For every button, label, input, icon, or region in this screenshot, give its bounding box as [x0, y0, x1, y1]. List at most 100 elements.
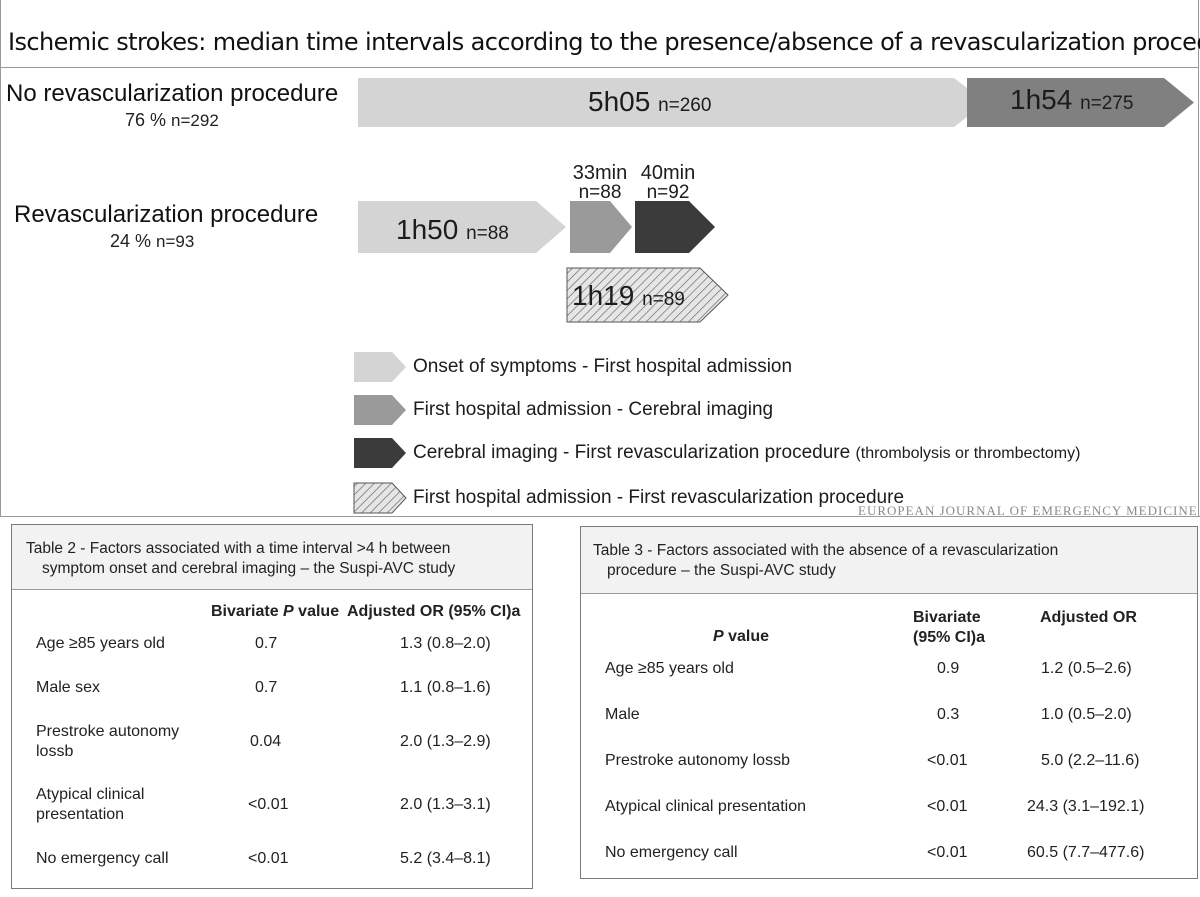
frame-bottom [0, 516, 1200, 517]
table-2-factor: Prestroke autonomy lossb [36, 723, 180, 760]
table-3-p: <0.01 [927, 752, 968, 769]
segment-revasc-combined-label: 1h19 n=89 [572, 280, 685, 312]
segment-revasc-2-n: n=88 [578, 182, 622, 203]
table-3-or: 1.2 (0.5–2.6) [1041, 660, 1132, 677]
legend-label-main: Cerebral imaging - First revascularizati… [413, 442, 851, 463]
table-3: Table 3 - Factors associated with the ab… [580, 526, 1198, 879]
table-2-col-bivariate-prefix: Bivariate [211, 603, 279, 620]
group-no-revasc-n: n=292 [171, 111, 219, 130]
group-no-revasc-percent: 76 % [125, 110, 167, 130]
table-3-p: <0.01 [927, 798, 968, 815]
arrow-revasc-segment-1 [358, 201, 566, 253]
legend-label: First hospital admission - Cerebral imag… [413, 399, 774, 420]
figure-title: Ischemic strokes: median time intervals … [8, 28, 1200, 56]
legend-swatch-4 [353, 482, 407, 514]
table-3-factor: Male [605, 706, 640, 723]
group-no-revasc-label: No revascularization procedure 76 % n=29… [6, 80, 338, 131]
table-2-col-adjusted: Adjusted OR (95% CI)a [347, 603, 521, 620]
frame-right [1198, 68, 1199, 517]
group-revasc-percent: 24 % [110, 231, 152, 251]
segment-revasc-2-value: 33min [572, 162, 628, 184]
table-3-header: Table 3 - Factors associated with the ab… [581, 527, 1197, 594]
legend-label-paren: (thrombolysis or thrombectomy) [855, 445, 1081, 462]
table-2-or: 2.0 (1.3–3.1) [400, 796, 491, 813]
table-2-or: 1.3 (0.8–2.0) [400, 635, 491, 652]
table-2-caption-line2: symptom onset and cerebral imaging – the… [42, 560, 456, 577]
timeline-arrows [353, 78, 1194, 514]
table-2: Table 2 - Factors associated with a time… [11, 524, 533, 889]
legend-label: Cerebral imaging - First revascularizati… [413, 442, 1080, 464]
table-2-p: 0.7 [255, 635, 278, 652]
table-3-col-bivariate-line2: (95% CI)a [913, 629, 986, 646]
group-no-revasc-name: No revascularization procedure [6, 80, 339, 107]
group-no-revasc-stats: 76 % n=292 [125, 110, 338, 131]
table-3-p: <0.01 [927, 844, 968, 861]
table-3-factor: Prestroke autonomy lossb [605, 752, 790, 769]
segment-revasc-3-label: 40min n=92 [636, 163, 700, 203]
table-3-col-bivariate: Bivariate (95% CI)a [913, 608, 985, 648]
table-3-factor: No emergency call [605, 844, 738, 861]
arrow-revasc-combined [566, 267, 729, 323]
legend-label: Onset of symptoms - First hospital admis… [413, 356, 793, 377]
group-revasc-n: n=93 [156, 232, 195, 251]
segment-no-revasc-1-label: 5h05 n=260 [588, 86, 711, 118]
table-2-caption-line1: Table 2 - Factors associated with a time… [26, 540, 451, 557]
table-2-or: 5.2 (3.4–8.1) [400, 850, 491, 867]
table-3-caption-line1: Table 3 - Factors associated with the ab… [593, 542, 1059, 559]
segment-revasc-1-n: n=88 [466, 223, 509, 244]
group-revasc-stats: 24 % n=93 [110, 231, 318, 252]
table-3-p: 0.3 [937, 706, 960, 723]
segment-revasc-combined-n: n=89 [642, 289, 685, 310]
legend-swatch-2 [354, 395, 406, 425]
segment-no-revasc-2-label: 1h54 n=275 [1010, 84, 1133, 116]
table-3-col-p: P value [713, 627, 769, 647]
segment-revasc-2-label: 33min n=88 [568, 163, 632, 203]
table-2-col-bivariate-p: P [283, 603, 294, 620]
table-2-factor: Male sex [36, 679, 101, 696]
table-3-or: 1.0 (0.5–2.0) [1041, 706, 1132, 723]
segment-no-revasc-1-n: n=260 [658, 95, 712, 116]
table-2-col-bivariate: Bivariate P value [211, 602, 339, 622]
segment-revasc-3-n: n=92 [646, 182, 690, 203]
journal-watermark: EUROPEAN JOURNAL OF EMERGENCY MEDICINE [858, 503, 1198, 518]
table-3-col-p-italic: P [713, 628, 724, 645]
table-2-factor: No emergency call [36, 850, 169, 867]
table-2-col-bivariate-suffix: value [298, 603, 340, 620]
table-2-or: 1.1 (0.8–1.6) [400, 679, 491, 696]
table-3-factor: Age ≥85 years old [605, 660, 734, 677]
arrow-revasc-segment-3 [635, 201, 715, 253]
group-revasc-name: Revascularization procedure [14, 201, 319, 228]
table-2-factor: Age ≥85 years old [36, 635, 165, 652]
table-3-p: 0.9 [937, 660, 960, 677]
segment-revasc-1-label: 1h50 n=88 [396, 214, 509, 246]
table-3-or: 60.5 (7.7–477.6) [1027, 844, 1145, 861]
title-bar: Ischemic strokes: median time intervals … [0, 0, 1200, 68]
arrow-no-revasc-segment-2 [967, 78, 1194, 127]
table-3-or: 5.0 (2.2–11.6) [1041, 752, 1140, 769]
table-2-factor: Atypical clinical presentation [36, 786, 145, 823]
segment-no-revasc-2-n: n=275 [1080, 93, 1134, 114]
table-3-caption-line2: procedure – the Suspi-AVC study [607, 562, 836, 579]
segment-revasc-3-value: 40min [640, 162, 696, 184]
table-3-col-adjusted: Adjusted OR [1040, 609, 1137, 626]
table-2-p: 0.7 [255, 679, 278, 696]
table-2-p: <0.01 [248, 796, 289, 813]
segment-revasc-combined-value: 1h19 [572, 280, 635, 311]
legend-label: First hospital admission - First revascu… [413, 487, 905, 508]
frame-left [0, 0, 1, 517]
group-revasc-label: Revascularization procedure 24 % n=93 [14, 201, 318, 252]
table-3-col-bivariate-line1: Bivariate [913, 609, 981, 626]
table-2-caption: Table 2 - Factors associated with a time… [26, 539, 455, 579]
table-3-col-p-suffix: value [728, 628, 770, 645]
segment-no-revasc-2-value: 1h54 [1010, 84, 1073, 115]
table-2-or: 2.0 (1.3–2.9) [400, 733, 491, 750]
legend-swatch-1 [354, 352, 406, 382]
legend-swatch-3 [354, 438, 406, 468]
table-2-p: <0.01 [248, 850, 289, 867]
segment-revasc-1-value: 1h50 [396, 214, 459, 245]
arrow-no-revasc-segment-1 [358, 78, 986, 127]
arrow-revasc-segment-2 [570, 201, 632, 253]
table-3-or: 24.3 (3.1–192.1) [1027, 798, 1145, 815]
table-3-factor: Atypical clinical presentation [605, 798, 806, 815]
